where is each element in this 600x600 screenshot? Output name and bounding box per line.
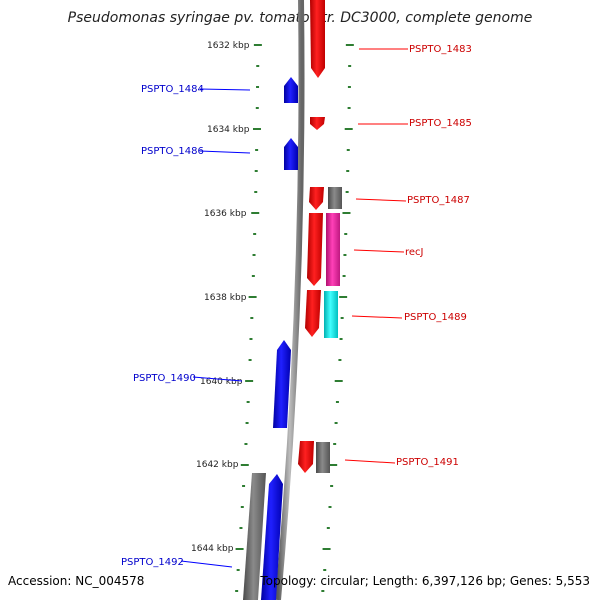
- gene-label-pspto-1487[interactable]: PSPTO_1487: [407, 195, 470, 206]
- gene-label-pspto-1485[interactable]: PSPTO_1485: [409, 118, 472, 129]
- kbp-scale: 1632 kbp 1634 kbp 1636 kbp 1638 kbp 1640…: [191, 41, 250, 554]
- gene-box-gray-1[interactable]: [328, 187, 342, 209]
- gene-box-magenta[interactable]: [326, 213, 340, 286]
- gene-arrow-pspto-1492[interactable]: [261, 474, 283, 600]
- kbp-label: 1632 kbp: [207, 41, 250, 51]
- genome-backbone: [275, 0, 305, 600]
- gene-arrow-pspto-1489[interactable]: [305, 290, 321, 337]
- gene-box-gray-3[interactable]: [243, 473, 266, 600]
- gene-label-pspto-1486[interactable]: PSPTO_1486: [141, 146, 204, 157]
- gene-labels[interactable]: PSPTO_1483 PSPTO_1484 PSPTO_1485 PSPTO_1…: [121, 44, 472, 568]
- gene-arrow-pspto-1490[interactable]: [273, 340, 291, 428]
- gene-arrow-pspto-1491[interactable]: [298, 441, 314, 473]
- kbp-label: 1642 kbp: [196, 460, 239, 470]
- kbp-label: 1640 kbp: [200, 377, 243, 387]
- gene-label-recj[interactable]: recJ: [405, 247, 424, 258]
- accession-text: Accession: NC_004578: [8, 574, 145, 588]
- label-leaders: [180, 48, 408, 568]
- kbp-label: 1636 kbp: [204, 209, 247, 219]
- gene-label-pspto-1492[interactable]: PSPTO_1492: [121, 557, 184, 568]
- gene-arrow-pspto-1485[interactable]: [310, 117, 325, 130]
- gene-box-cyan[interactable]: [324, 291, 338, 338]
- gene-label-pspto-1483[interactable]: PSPTO_1483: [409, 44, 472, 55]
- gene-label-pspto-1491[interactable]: PSPTO_1491: [396, 457, 459, 468]
- gene-label-pspto-1490[interactable]: PSPTO_1490: [133, 373, 196, 384]
- kbp-label: 1644 kbp: [191, 544, 234, 554]
- outer-tick-ring: [321, 44, 354, 592]
- gene-arrow-pspto-1486[interactable]: [284, 138, 298, 170]
- gene-arrow-pspto-1487[interactable]: [309, 187, 324, 210]
- gene-label-pspto-1489[interactable]: PSPTO_1489: [404, 312, 467, 323]
- gene-features[interactable]: [243, 0, 342, 600]
- kbp-label: 1638 kbp: [204, 293, 247, 303]
- gene-label-pspto-1484[interactable]: PSPTO_1484: [141, 84, 204, 95]
- inner-tick-ring: [235, 44, 262, 592]
- kbp-label: 1634 kbp: [207, 125, 250, 135]
- gene-arrow-pspto-1484[interactable]: [284, 77, 298, 103]
- gene-arrow-recj[interactable]: [307, 213, 323, 286]
- topology-text: Topology: circular; Length: 6,397,126 bp…: [260, 574, 590, 588]
- gene-box-gray-2[interactable]: [316, 442, 330, 473]
- gene-arrow-pspto-1483[interactable]: [310, 0, 325, 78]
